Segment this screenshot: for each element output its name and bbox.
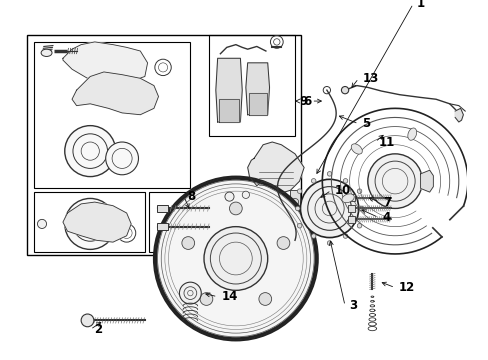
- Text: 13: 13: [362, 72, 378, 85]
- Circle shape: [326, 241, 331, 245]
- Bar: [290, 190, 299, 208]
- Circle shape: [367, 154, 422, 208]
- Circle shape: [311, 234, 315, 238]
- Circle shape: [154, 177, 317, 341]
- Ellipse shape: [38, 219, 46, 229]
- Text: 8: 8: [187, 190, 196, 203]
- Circle shape: [277, 237, 289, 249]
- Circle shape: [343, 234, 347, 238]
- Text: 6: 6: [303, 95, 311, 108]
- Circle shape: [295, 206, 300, 211]
- Circle shape: [358, 206, 363, 211]
- Text: 9: 9: [299, 95, 307, 108]
- Text: 10: 10: [334, 184, 350, 197]
- Circle shape: [205, 204, 215, 213]
- Text: 7: 7: [383, 195, 390, 208]
- Polygon shape: [215, 58, 242, 122]
- Bar: [208, 35, 294, 136]
- Bar: [156, 205, 167, 212]
- Bar: [347, 216, 354, 223]
- Circle shape: [311, 179, 315, 183]
- Circle shape: [357, 189, 361, 193]
- Ellipse shape: [350, 144, 362, 154]
- Bar: [34, 42, 190, 188]
- Circle shape: [179, 282, 201, 304]
- Polygon shape: [420, 170, 432, 192]
- Polygon shape: [247, 142, 304, 193]
- Circle shape: [182, 237, 194, 249]
- Circle shape: [64, 126, 116, 177]
- Circle shape: [343, 179, 347, 183]
- Text: 14: 14: [221, 290, 237, 303]
- Circle shape: [183, 235, 197, 249]
- Polygon shape: [63, 202, 131, 242]
- Circle shape: [297, 189, 301, 193]
- Circle shape: [205, 222, 215, 231]
- Ellipse shape: [224, 192, 234, 201]
- Bar: [149, 192, 231, 252]
- Polygon shape: [454, 108, 463, 122]
- Circle shape: [326, 172, 331, 176]
- Ellipse shape: [341, 194, 353, 203]
- Circle shape: [64, 198, 116, 249]
- Text: 12: 12: [398, 281, 414, 294]
- Ellipse shape: [41, 49, 52, 57]
- Circle shape: [357, 224, 361, 228]
- Ellipse shape: [242, 191, 249, 198]
- Bar: [34, 192, 144, 252]
- Circle shape: [105, 142, 138, 175]
- Text: 5: 5: [362, 117, 370, 130]
- Bar: [347, 205, 354, 212]
- Text: 11: 11: [378, 135, 394, 149]
- Text: 1: 1: [416, 0, 424, 10]
- Circle shape: [258, 293, 271, 305]
- Text: 4: 4: [382, 211, 390, 224]
- Ellipse shape: [81, 314, 94, 327]
- Polygon shape: [248, 93, 266, 115]
- Polygon shape: [63, 42, 147, 81]
- Bar: [256, 190, 265, 208]
- Text: 3: 3: [348, 299, 356, 312]
- Polygon shape: [245, 63, 269, 115]
- Circle shape: [203, 227, 267, 291]
- Circle shape: [300, 179, 358, 238]
- Circle shape: [341, 86, 348, 94]
- Circle shape: [200, 293, 212, 305]
- Polygon shape: [72, 72, 158, 115]
- Text: 2: 2: [94, 323, 102, 336]
- Bar: [156, 223, 167, 230]
- Circle shape: [297, 224, 301, 228]
- Bar: [26, 35, 301, 255]
- Polygon shape: [218, 99, 239, 122]
- Circle shape: [229, 202, 242, 215]
- Ellipse shape: [407, 128, 416, 140]
- Bar: [347, 194, 354, 201]
